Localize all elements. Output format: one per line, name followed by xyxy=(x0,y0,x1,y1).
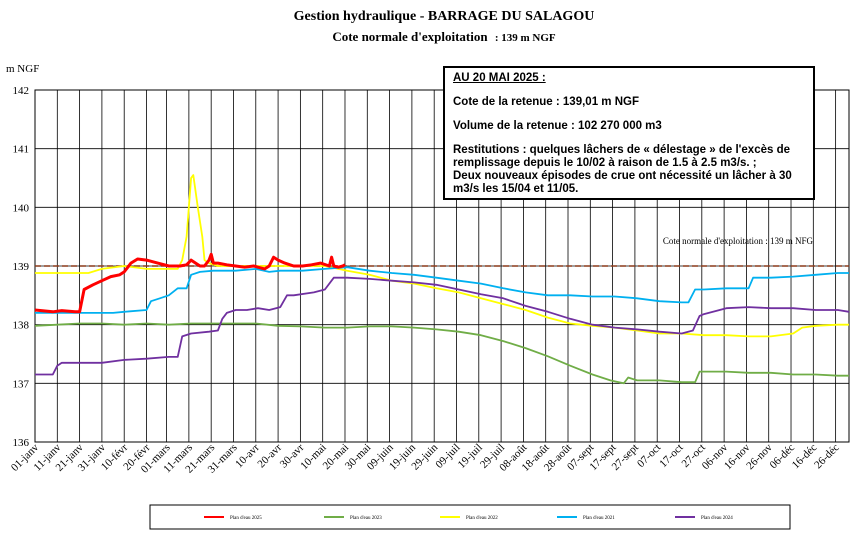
info-restitutions-1: Restitutions : quelques lâchers de « dél… xyxy=(453,144,790,169)
x-tick-label: 26-nov xyxy=(744,441,775,472)
info-cote: Cote de la retenue : 139,01 m NGF xyxy=(453,96,639,108)
series-line-1 xyxy=(34,322,849,385)
series-line-0 xyxy=(34,252,346,314)
legend: Plan d'eau 2025 Plan d'eau 2023 Plan d'eau… xyxy=(204,516,733,521)
info-restitutions-2: Deux nouveaux épisodes de crue ont néces… xyxy=(453,170,792,195)
series-line-2 xyxy=(35,174,849,338)
y-tick-label: 140 xyxy=(13,202,30,214)
chart-subtitle-value: : 139 m NGF xyxy=(495,32,556,44)
x-tick-label: 07-oct xyxy=(635,442,663,470)
series-line-3 xyxy=(35,266,849,314)
x-tick-label: 26-déc xyxy=(812,442,842,472)
info-volume: Volume de la retenue : 102 270 000 m3 xyxy=(453,120,662,132)
y-axis-label: m NGF xyxy=(6,63,39,75)
series-group xyxy=(34,174,850,385)
y-tick-label: 139 xyxy=(13,261,30,273)
x-tick-label: 17-oct xyxy=(657,442,685,470)
reference-line-label: Cote normale d'exploitation : 139 m NFG xyxy=(663,236,814,246)
x-tick-label: 29-juin xyxy=(409,441,440,472)
x-axis: 01-janv11-janv21-janv31-janv10-févr20-fé… xyxy=(9,441,842,475)
x-tick-label: 09-juil xyxy=(433,442,462,471)
legend-label: Plan d'eau 2021 xyxy=(583,516,615,521)
y-tick-label: 138 xyxy=(13,320,30,332)
x-tick-label: 19-juil xyxy=(456,442,485,471)
y-axis: 136 137 138 139 140 141 142 xyxy=(13,85,30,449)
chart-subtitle: Cote normale d'exploitation : 139 m NGF xyxy=(332,29,556,44)
legend-label: Plan d'eau 2022 xyxy=(466,516,498,521)
chart-subtitle-prefix: Cote normale d'exploitation xyxy=(332,29,488,44)
chart-title: Gestion hydraulique - BARRAGE DU SALAGOU xyxy=(294,9,595,24)
legend-label: Plan d'eau 2023 xyxy=(350,516,382,521)
x-tick-label: 10-avr xyxy=(233,441,262,470)
grid xyxy=(34,89,849,443)
info-box: AU 20 MAI 2025 : Cote de la retenue : 13… xyxy=(443,66,815,200)
legend-label: Plan d'eau 2024 xyxy=(701,516,733,521)
info-date: AU 20 MAI 2025 : xyxy=(453,72,546,84)
y-tick-label: 142 xyxy=(13,85,30,97)
y-tick-label: 137 xyxy=(13,378,30,390)
y-tick-label: 141 xyxy=(13,144,30,156)
series-line-4 xyxy=(35,276,850,376)
legend-label: Plan d'eau 2025 xyxy=(230,516,262,521)
y-tick-label: 136 xyxy=(13,437,30,449)
x-tick-label: 20-avr xyxy=(255,441,284,470)
